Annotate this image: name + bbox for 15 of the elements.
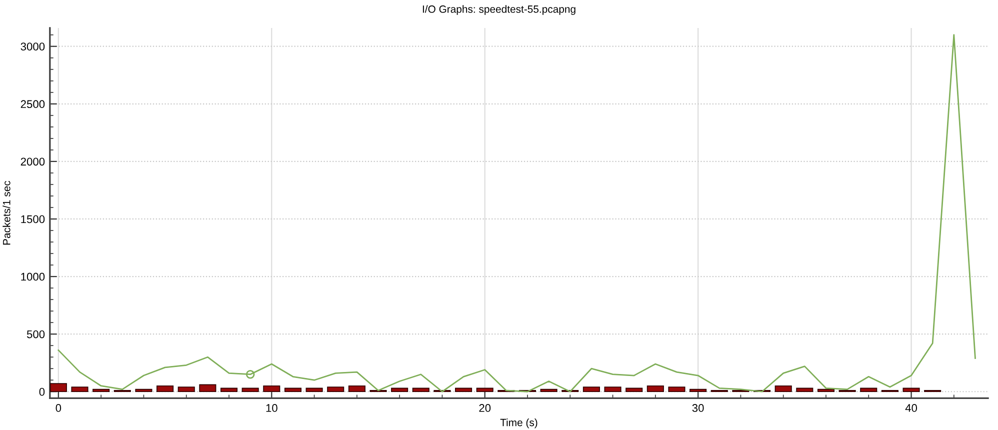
- y-axis-title: Packets/1 sec: [2, 180, 10, 245]
- y-tick-label: 1500: [21, 215, 45, 224]
- y-tick-label: 500: [26, 330, 45, 338]
- chart-title: I/O Graphs: speedtest-55.pcapng: [422, 5, 576, 15]
- x-tick-label: 30: [692, 404, 704, 412]
- x-tick-label: 40: [905, 404, 918, 412]
- x-tick-label: 0: [56, 404, 62, 412]
- y-tick-label: 2000: [20, 158, 45, 166]
- y-tick-label: 1000: [21, 272, 45, 281]
- x-axis-title: Time (s): [500, 418, 538, 428]
- x-tick-label: 10: [266, 404, 278, 412]
- x-tick-label: 20: [479, 404, 491, 412]
- y-tick-label: 2500: [20, 100, 45, 108]
- y-tick-label: 3000: [20, 42, 45, 50]
- y-tick-label: 0: [39, 388, 45, 396]
